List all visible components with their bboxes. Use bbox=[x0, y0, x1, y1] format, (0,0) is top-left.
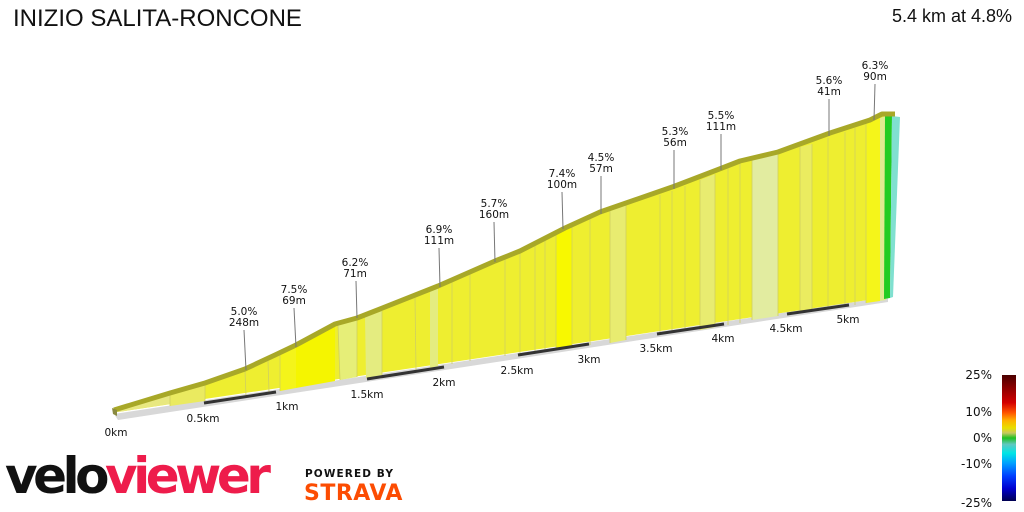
powered-by-label: POWERED BY bbox=[305, 468, 395, 480]
annotation-gradient: 5.0% bbox=[231, 306, 258, 318]
x-tick-label: 0km bbox=[105, 427, 128, 439]
x-tick-label: 3km bbox=[578, 354, 601, 366]
strava-logo: STRAVA bbox=[304, 481, 403, 506]
page-title: INIZIO SALITA-RONCONE bbox=[13, 5, 302, 32]
profile-top-edge bbox=[113, 111, 895, 413]
x-tick-label: 5km bbox=[837, 314, 860, 326]
legend-label-0: 0% bbox=[972, 431, 992, 445]
profile-band-dividers bbox=[169, 124, 867, 406]
x-tick-label: 1km bbox=[276, 401, 299, 413]
x-tick-label: 3.5km bbox=[639, 343, 672, 355]
annotation-length: 100m bbox=[547, 179, 577, 191]
x-tick-label: 2km bbox=[433, 377, 456, 389]
annotation-leaders bbox=[243, 83, 876, 371]
annotation-length: 160m bbox=[479, 209, 509, 221]
annotation-length: 56m bbox=[663, 137, 687, 149]
profile-start-cap bbox=[112, 408, 117, 416]
x-tick-label: 0.5km bbox=[186, 413, 219, 425]
gradient-color-scale bbox=[1002, 375, 1016, 501]
profile-gradient-bands bbox=[114, 116, 900, 412]
x-tick-label: 4km bbox=[712, 333, 735, 345]
x-tick-label: 1.5km bbox=[350, 389, 383, 401]
logo-velo: velo bbox=[5, 447, 110, 505]
annotation-length: 111m bbox=[706, 121, 736, 133]
annotation-gradient: 5.7% bbox=[481, 198, 508, 210]
annotation-length: 41m bbox=[817, 86, 841, 98]
profile-body bbox=[114, 116, 888, 412]
distance-axis-bars bbox=[203, 303, 850, 405]
annotation-length: 248m bbox=[229, 317, 259, 329]
annotation-gradient: 5.5% bbox=[708, 110, 735, 122]
annotation-gradient: 4.5% bbox=[588, 152, 615, 164]
legend-label-25: 25% bbox=[965, 368, 992, 382]
logo-viewer: viewer bbox=[105, 447, 271, 505]
legend-label-minus25: -25% bbox=[960, 496, 992, 510]
legend-label-minus10: -10% bbox=[960, 457, 992, 471]
annotation-gradient: 5.6% bbox=[816, 75, 843, 87]
legend-label-10: 10% bbox=[965, 405, 992, 419]
x-tick-label: 4.5km bbox=[769, 323, 802, 335]
annotation-length: 71m bbox=[343, 268, 367, 280]
annotation-length: 69m bbox=[282, 295, 306, 307]
annotation-gradient: 6.9% bbox=[426, 224, 453, 236]
x-tick-label: 2.5km bbox=[500, 365, 533, 377]
climb-summary: 5.4 km at 4.8% bbox=[891, 6, 1012, 26]
segment-annotations: 5.0% 248m 7.5% 69m 6.2% 71m 6.9% 111m 5.… bbox=[229, 60, 888, 329]
distance-axis-labels: 0km 0.5km 1km 1.5km 2km 2.5km 3km 3.5km … bbox=[105, 314, 860, 439]
annotation-length: 111m bbox=[424, 235, 454, 247]
annotation-gradient: 7.4% bbox=[549, 168, 576, 180]
annotation-length: 90m bbox=[863, 71, 887, 83]
veloviewer-logo: veloviewer bbox=[5, 451, 271, 501]
annotation-gradient: 6.2% bbox=[342, 257, 369, 269]
annotation-gradient: 7.5% bbox=[281, 284, 308, 296]
annotation-length: 57m bbox=[589, 163, 613, 175]
annotation-gradient: 6.3% bbox=[862, 60, 889, 72]
annotation-gradient: 5.3% bbox=[662, 126, 689, 138]
